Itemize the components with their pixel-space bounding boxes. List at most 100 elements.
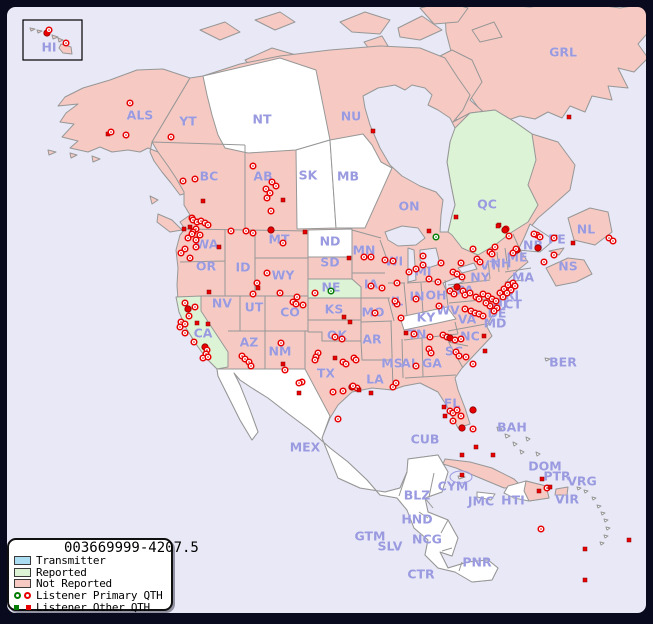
island-jamaica[interactable] xyxy=(476,491,496,501)
islands-hawaii xyxy=(29,27,73,55)
red-listener-marker xyxy=(492,297,500,305)
region-dominican[interactable] xyxy=(523,480,550,502)
region-label-az: AZ xyxy=(240,335,259,350)
red-listener-marker xyxy=(276,289,284,297)
region-label-ptr: PTR xyxy=(543,469,571,484)
legend-label: Listener Primary QTH xyxy=(36,589,163,603)
red-listener-marker xyxy=(393,279,401,287)
region-label-nv: NV xyxy=(212,296,232,311)
region-label-als: ALS xyxy=(127,108,154,123)
red-listener-marker xyxy=(412,295,420,303)
red-listener-marker xyxy=(540,258,548,266)
region-label-ky: KY xyxy=(417,310,437,325)
red-listener-marker xyxy=(352,356,360,364)
region-label-ny: NY xyxy=(470,270,490,285)
red-listener-marker xyxy=(536,488,542,494)
transmitter-swatch xyxy=(14,556,31,566)
red-listener-marker xyxy=(501,226,509,234)
island-puerto-rico[interactable] xyxy=(554,486,569,496)
region-newfoundland[interactable] xyxy=(567,207,613,246)
region-nova-scotia[interactable] xyxy=(545,257,593,287)
red-listener-marker xyxy=(368,390,374,396)
red-listener-marker xyxy=(397,314,405,322)
red-listener-marker xyxy=(457,335,465,343)
region-label-mex: MEX xyxy=(290,440,321,455)
red-listener-marker xyxy=(280,197,286,203)
red-listener-marker xyxy=(550,251,558,259)
red-listener-marker xyxy=(311,356,319,364)
red-listener-marker xyxy=(488,250,496,258)
red-listener-marker xyxy=(425,275,433,283)
red-circle-marker-icon xyxy=(24,592,31,600)
red-listener-marker xyxy=(482,299,490,307)
primary-qth-marker-icons xyxy=(14,592,31,600)
red-listener-marker xyxy=(462,353,470,361)
red-listener-marker xyxy=(511,282,519,290)
red-listener-marker xyxy=(412,362,420,370)
red-listener-marker xyxy=(267,226,275,234)
red-listener-marker xyxy=(191,175,199,183)
red-listener-marker xyxy=(107,128,115,136)
region-label-hnd: HND xyxy=(401,512,432,527)
red-listener-marker xyxy=(482,348,488,354)
red-listener-marker xyxy=(412,265,420,273)
red-listener-marker xyxy=(188,230,196,238)
red-listener-marker xyxy=(481,333,487,339)
red-listener-marker xyxy=(490,452,496,458)
region-label-ctr: CTR xyxy=(407,567,435,582)
region-alaska[interactable] xyxy=(57,68,191,196)
region-label-on: ON xyxy=(398,199,419,214)
red-listener-marker xyxy=(184,305,192,313)
red-listener-marker xyxy=(475,295,483,303)
region-label-nt: NT xyxy=(253,112,272,127)
red-listener-marker xyxy=(419,252,427,260)
region-label-bah: BAH xyxy=(497,420,527,435)
legend-label: Not Reported xyxy=(36,577,112,591)
red-listener-marker xyxy=(459,452,465,458)
region-label-nm: NM xyxy=(269,344,292,359)
red-listener-marker xyxy=(299,301,307,309)
red-listener-marker xyxy=(503,289,511,297)
region-label-grl: GRL xyxy=(549,45,577,60)
red-listener-marker xyxy=(281,366,289,374)
region-label-vrg: VRG xyxy=(567,474,597,489)
region-label-sk: SK xyxy=(299,168,319,183)
listener-markers-layer xyxy=(43,26,632,583)
red-listener-marker xyxy=(205,321,211,327)
red-listener-marker xyxy=(419,261,427,269)
region-mb[interactable] xyxy=(329,133,393,229)
red-listener-marker xyxy=(370,128,376,134)
hawaii-inset[interactable] xyxy=(22,19,83,61)
red-listener-marker xyxy=(262,185,270,193)
region-sk[interactable] xyxy=(295,139,337,230)
region-label-mb: MB xyxy=(337,169,359,184)
red-listener-marker xyxy=(200,198,206,204)
region-label-wa: WA xyxy=(196,237,219,252)
map-title: 003669999-4207.5 xyxy=(64,540,199,556)
red-listener-marker xyxy=(181,245,189,253)
red-listener-marker xyxy=(206,289,212,295)
region-label-nl: NL xyxy=(577,222,595,237)
red-listener-marker xyxy=(227,227,235,235)
red-listener-marker xyxy=(280,361,286,367)
region-mexico-centam[interactable] xyxy=(216,368,499,583)
red-listener-marker xyxy=(435,302,443,310)
red-listener-marker xyxy=(469,406,477,414)
region-label-va: VA xyxy=(458,312,477,327)
red-listener-marker xyxy=(122,131,130,139)
region-nt[interactable] xyxy=(202,57,331,154)
region-label-ca: CA xyxy=(194,326,213,341)
red-listener-marker xyxy=(331,333,339,341)
red-listener-marker xyxy=(537,525,545,533)
region-label-ab: AB xyxy=(253,169,272,184)
red-listener-marker xyxy=(267,207,275,215)
red-listener-marker xyxy=(186,254,194,262)
red-listener-marker xyxy=(626,537,632,543)
reported-swatch xyxy=(14,567,31,577)
region-label-blz: BLZ xyxy=(404,488,431,503)
region-label-bc: BC xyxy=(200,169,219,184)
region-labels-layer: HIALSYTNTNUGRLBCABSKMBONQCNLNBPENSMEWAMT… xyxy=(41,39,597,582)
red-listener-marker xyxy=(347,319,353,325)
